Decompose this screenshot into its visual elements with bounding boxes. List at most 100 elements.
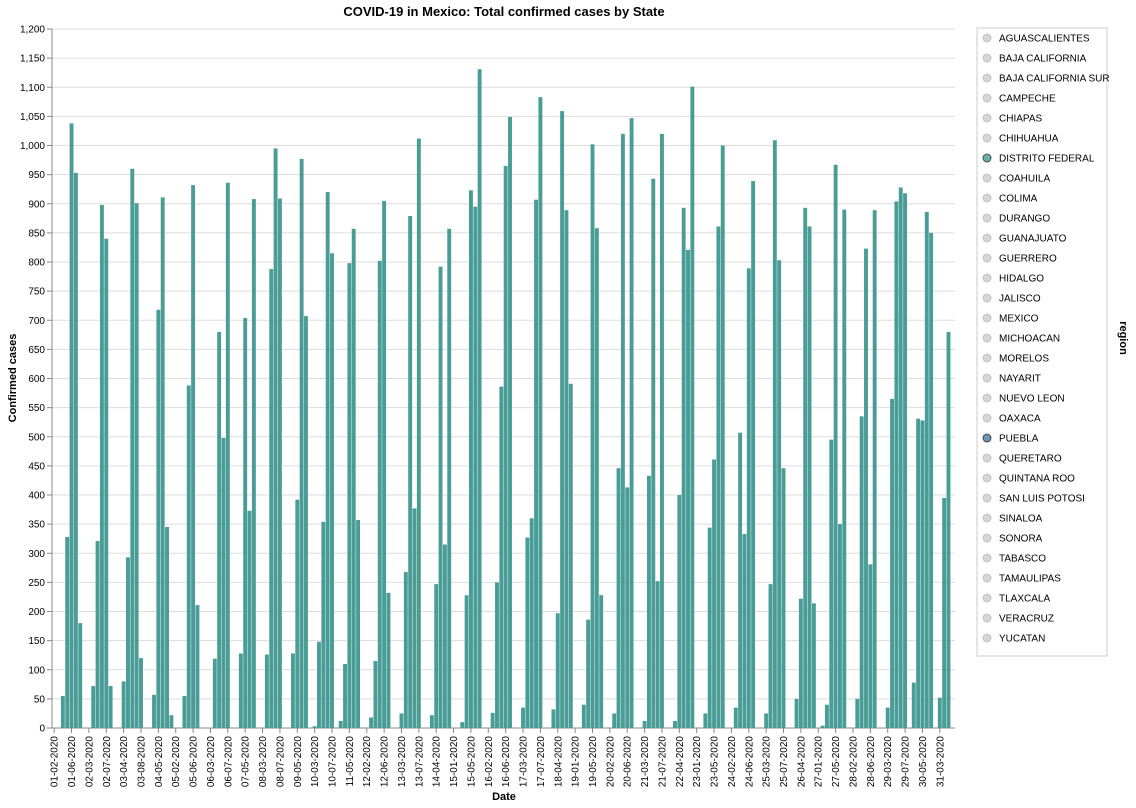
legend-symbol[interactable] <box>982 533 992 543</box>
bar <box>169 715 174 728</box>
legend-label[interactable]: MICHOACAN <box>999 334 1060 345</box>
legend-symbol[interactable] <box>982 473 992 483</box>
legend-symbol[interactable] <box>982 293 992 303</box>
legend-label[interactable]: NAYARIT <box>999 374 1041 385</box>
legend-label[interactable]: MORELOS <box>999 354 1049 365</box>
bar <box>538 97 543 729</box>
bar <box>152 694 156 728</box>
legend-symbol[interactable] <box>982 353 992 363</box>
x-tick-label: 26-04-2020 <box>796 736 807 788</box>
bar <box>139 658 143 728</box>
x-tick-label: 23-05-2020 <box>710 736 721 788</box>
legend-symbol[interactable] <box>982 453 992 463</box>
x-tick-label: 03-08-2020 <box>136 736 147 788</box>
legend-label[interactable]: TABASCO <box>999 554 1046 565</box>
legend-symbol[interactable] <box>982 173 992 183</box>
bar <box>217 331 222 728</box>
bar <box>290 653 295 728</box>
x-tick-label: 02-03-2020 <box>84 736 95 788</box>
legend-symbol[interactable] <box>982 33 992 43</box>
legend-label[interactable]: VERACRUZ <box>999 614 1054 625</box>
x-tick-label: 11-05-2020 <box>345 736 356 787</box>
bar <box>738 432 743 728</box>
legend-symbol[interactable] <box>982 53 992 63</box>
bar <box>937 697 942 728</box>
legend-symbol[interactable] <box>982 373 992 383</box>
legend-label[interactable]: CHIHUAHUA <box>999 134 1059 145</box>
legend-label[interactable]: PUEBLA <box>999 434 1039 445</box>
legend-symbol[interactable] <box>982 93 992 103</box>
legend-label[interactable]: BAJA CALIFORNIA SUR <box>999 74 1110 85</box>
bar <box>616 468 621 728</box>
legend-label[interactable]: DURANGO <box>999 214 1050 225</box>
legend-label[interactable]: JALISCO <box>999 294 1041 305</box>
legend-label[interactable]: CHIAPAS <box>999 114 1042 125</box>
bar <box>625 487 630 728</box>
legend-symbol[interactable] <box>982 433 992 443</box>
legend-label[interactable]: SINALOA <box>999 514 1043 525</box>
legend-symbol[interactable] <box>982 413 992 423</box>
legend-label[interactable]: SONORA <box>999 534 1043 545</box>
legend-symbol[interactable] <box>982 613 992 623</box>
legend-label[interactable]: QUINTANA ROO <box>999 474 1075 485</box>
bar <box>690 86 695 729</box>
legend-label[interactable]: TLAXCALA <box>999 594 1050 605</box>
legend-symbol[interactable] <box>982 213 992 223</box>
legend-label[interactable]: NUEVO LEON <box>999 394 1065 405</box>
y-tick-label: 0 <box>39 724 45 735</box>
legend-label[interactable]: COLIMA <box>999 194 1038 205</box>
bar <box>590 144 595 728</box>
legend-label[interactable]: CAMPECHE <box>999 94 1056 105</box>
bar <box>859 416 864 728</box>
legend-label[interactable]: YUCATAN <box>999 634 1045 645</box>
legend-symbol[interactable] <box>982 113 992 123</box>
y-tick-label: 850 <box>28 228 45 239</box>
x-tick-label: 18-04-2020 <box>553 736 564 788</box>
bar <box>746 268 751 728</box>
legend-label[interactable]: COAHUILA <box>999 174 1050 185</box>
legend-symbol[interactable] <box>982 253 992 263</box>
legend-label[interactable]: HIDALGO <box>999 274 1044 285</box>
bar <box>295 499 300 728</box>
x-tick-label: 30-05-2020 <box>918 736 929 788</box>
bar <box>712 459 717 728</box>
x-tick-label: 21-07-2020 <box>657 736 668 788</box>
legend-label[interactable]: DISTRITO FEDERAL <box>999 154 1095 165</box>
bar <box>521 707 525 728</box>
legend-symbol[interactable] <box>982 233 992 243</box>
bar <box>304 316 308 728</box>
legend-label[interactable]: GUANAJUATO <box>999 234 1067 245</box>
legend-symbol[interactable] <box>982 73 992 83</box>
legend-symbol[interactable] <box>982 573 992 583</box>
bar <box>742 534 747 728</box>
legend-symbol[interactable] <box>982 133 992 143</box>
legend-label[interactable]: GUERRERO <box>999 254 1057 265</box>
x-tick-label: 20-02-2020 <box>605 736 616 788</box>
legend-symbol[interactable] <box>982 313 992 323</box>
legend-label[interactable]: SAN LUIS POTOSI <box>999 494 1085 505</box>
legend-symbol[interactable] <box>982 393 992 403</box>
legend-symbol[interactable] <box>982 593 992 603</box>
bar <box>108 686 113 728</box>
legend-symbol[interactable] <box>982 493 992 503</box>
x-tick-label: 07-05-2020 <box>241 736 252 788</box>
legend-symbol[interactable] <box>982 273 992 283</box>
legend-symbol[interactable] <box>982 193 992 203</box>
x-tick-label: 13-03-2020 <box>397 736 408 788</box>
legend-symbol[interactable] <box>982 513 992 523</box>
legend-label[interactable]: AGUASCALIENTES <box>999 34 1090 45</box>
legend-label[interactable]: OAXACA <box>999 414 1041 425</box>
legend-symbol[interactable] <box>982 333 992 343</box>
x-tick-label: 19-05-2020 <box>588 736 599 788</box>
bar <box>191 185 196 729</box>
legend-label[interactable]: QUERETARO <box>999 454 1062 465</box>
legend-label[interactable]: MEXICO <box>999 314 1039 325</box>
legend-symbol[interactable] <box>982 633 992 643</box>
bar <box>581 704 586 728</box>
bar <box>134 203 139 729</box>
legend-label[interactable]: TAMAULIPAS <box>999 574 1061 585</box>
legend-symbol[interactable] <box>982 153 992 163</box>
legend-symbol[interactable] <box>982 553 992 563</box>
bar <box>946 331 951 728</box>
legend-label[interactable]: BAJA CALIFORNIA <box>999 54 1087 65</box>
